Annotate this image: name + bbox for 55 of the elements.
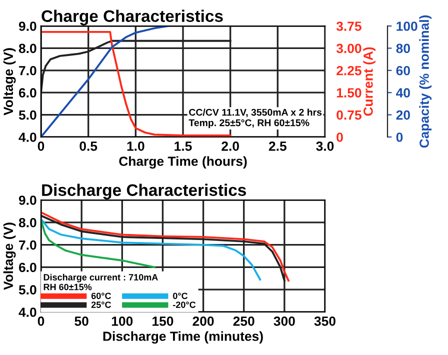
- x-tick-label: 150: [152, 316, 174, 326]
- legend-title: Discharge current : 710mA RH 60±15%: [44, 274, 158, 290]
- y2-tick-label: 1.50: [336, 88, 362, 98]
- x-axis-title: Discharge Time (minutes): [103, 331, 263, 344]
- y2-axis-title: Current (A): [363, 47, 376, 116]
- y2-tick-label: 0.75: [336, 110, 362, 120]
- chart-title: Discharge Characteristics: [42, 184, 246, 200]
- y2-tick-label: 2.25: [336, 66, 362, 76]
- y-axis-title: Voltage (V): [3, 48, 16, 116]
- y3-tick-label: 40: [396, 88, 410, 98]
- line-series: [41, 218, 262, 280]
- y-tick-label: 6.0: [18, 262, 36, 272]
- y-tick-label: 7.0: [19, 240, 36, 250]
- y-tick-label: 9.0: [18, 22, 36, 31]
- chart-title: Charge Characteristics: [42, 10, 223, 26]
- y2-tick-label: 3.00: [336, 44, 362, 54]
- y-tick-label: 8.0: [18, 218, 36, 228]
- y3-tick-label: 80: [396, 44, 410, 54]
- x-tick-label: 3.0: [316, 142, 334, 151]
- y3-tick-label: 100: [396, 22, 418, 31]
- x-tick-label: 0: [38, 316, 44, 326]
- x-tick-label: 1.0: [127, 142, 144, 151]
- y3-tick-label: 60: [396, 66, 410, 76]
- x-tick-label: 0: [38, 142, 44, 151]
- x-tick-label: 350: [314, 316, 336, 326]
- y3-axis-title: Capacity (% nominal): [419, 15, 432, 148]
- legend-label: 0°C: [173, 292, 188, 300]
- y-tick-label: 9.0: [18, 196, 36, 205]
- y-tick-label: 7.0: [19, 66, 36, 76]
- y-tick-label: 8.0: [18, 44, 36, 54]
- x-tick-label: 2.0: [222, 142, 239, 151]
- y-axis-title: Voltage (V): [3, 222, 16, 290]
- y2-tick-label: 0: [336, 132, 343, 142]
- line-series: [41, 219, 156, 268]
- x-axis-title: Charge Time (hours): [119, 156, 247, 169]
- y3-tick-label: 20: [396, 110, 410, 120]
- y-tick-label: 6.0: [18, 88, 36, 98]
- x-tick-label: 50: [74, 316, 88, 326]
- y-tick-label: 4.0: [18, 308, 36, 317]
- legend-label: -20°C: [173, 302, 196, 308]
- x-tick-label: 300: [274, 316, 295, 326]
- y-tick-label: 4.0: [18, 132, 36, 142]
- x-tick-label: 1.5: [174, 142, 192, 151]
- legend-label: 60°C: [91, 292, 112, 300]
- x-tick-label: 0.5: [80, 142, 98, 151]
- x-tick-label: 250: [233, 316, 254, 326]
- y-tick-label: 5.0: [18, 110, 36, 120]
- y3-tick-label: 0: [396, 132, 403, 142]
- annotation: CC/CV 11.1V, 3550mA x 2 hrs Temp. 25±5°C, RH 60±15%: [188, 108, 322, 128]
- legend-label: 25°C: [91, 302, 112, 308]
- x-tick-label: 100: [112, 316, 133, 326]
- y-tick-label: 5.0: [18, 285, 36, 295]
- x-tick-label: 200: [192, 316, 214, 326]
- y2-tick-label: 3.75: [336, 22, 362, 31]
- x-tick-label: 2.5: [268, 142, 286, 151]
